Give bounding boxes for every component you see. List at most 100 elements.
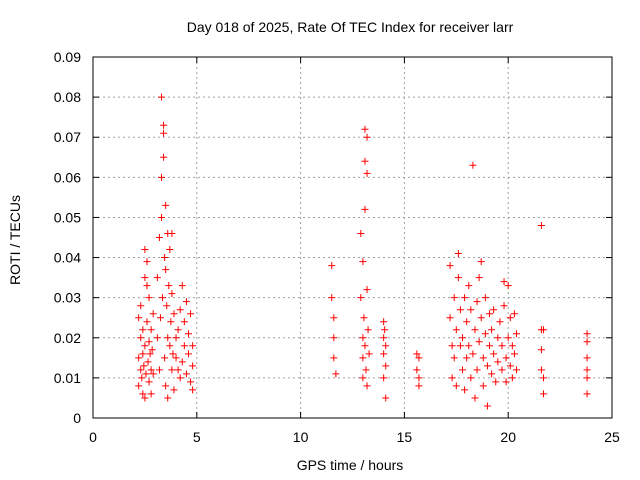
data-point-plus-marker [330,314,338,322]
data-point-plus-marker [170,386,178,394]
data-point-plus-marker [382,394,390,402]
data-point-plus-marker [178,358,186,366]
y-axis-label: ROTI / TECUs [7,195,23,285]
data-point-plus-marker [513,330,521,338]
data-point-plus-marker [139,350,147,358]
y-tick-label: 0.04 [54,250,81,266]
data-point-plus-marker [160,153,168,161]
y-tick-label: 0.05 [54,209,81,225]
data-point-plus-marker [163,302,171,310]
data-point-plus-marker [537,366,545,374]
data-point-plus-marker [142,370,150,378]
data-point-plus-marker [450,294,458,302]
data-point-plus-marker [583,374,591,382]
x-tick-label: 15 [397,429,413,445]
y-tick-label: 0.02 [54,330,81,346]
data-point-plus-marker [415,354,423,362]
data-point-plus-marker [166,246,174,254]
data-point-plus-marker [141,394,149,402]
data-point-plus-marker [465,282,473,290]
data-point-plus-marker [141,342,149,350]
data-point-plus-marker [508,342,516,350]
data-point-plus-marker [382,362,390,370]
x-tick-label: 20 [500,429,516,445]
data-point-plus-marker [500,302,508,310]
data-point-plus-marker [461,294,469,302]
data-point-plus-marker [141,274,149,282]
data-point-plus-marker [483,362,491,370]
data-point-plus-marker [502,354,510,362]
data-point-plus-marker [413,366,421,374]
data-point-plus-marker [454,250,462,258]
data-point-plus-marker [359,354,367,362]
data-point-plus-marker [506,362,514,370]
data-point-plus-marker [475,338,483,346]
data-point-plus-marker [361,125,369,133]
data-point-plus-marker [147,390,155,398]
data-point-plus-marker [139,326,147,334]
data-point-plus-marker [153,334,161,342]
data-point-plus-marker [141,246,149,254]
data-point-plus-marker [506,314,514,322]
data-point-plus-marker [475,274,483,282]
data-point-plus-marker [168,366,176,374]
data-point-plus-marker [467,374,475,382]
data-point-plus-marker [461,386,469,394]
data-point-plus-marker [498,366,506,374]
grid-lines [93,57,612,418]
data-point-plus-marker [537,221,545,229]
data-point-plus-marker [510,350,518,358]
data-point-plus-marker [182,370,190,378]
data-point-plus-marker [149,310,157,318]
data-point-plus-marker [479,382,487,390]
y-tick-label: 0.09 [54,49,81,65]
data-point-plus-marker [467,306,475,314]
data-point-plus-marker [143,282,151,290]
data-point-plus-marker [380,374,388,382]
data-point-plus-marker [145,294,153,302]
data-point-plus-marker [473,366,481,374]
data-point-plus-marker [330,354,338,362]
data-point-plus-marker [176,306,184,314]
data-point-plus-marker [137,366,145,374]
data-point-plus-marker [189,362,197,370]
data-point-plus-marker [184,350,192,358]
data-point-plus-marker [158,173,166,181]
data-point-plus-marker [490,306,498,314]
data-point-plus-marker [144,358,152,366]
data-point-plus-marker [492,378,500,386]
data-point-plus-marker [160,129,168,137]
data-point-plus-marker [494,334,502,342]
data-point-plus-marker [490,350,498,358]
data-point-plus-marker [513,366,521,374]
data-point-plus-marker [446,262,454,270]
data-point-plus-marker [363,169,371,177]
data-point-plus-marker [448,374,456,382]
data-point-plus-marker [452,326,460,334]
data-point-plus-marker [162,201,170,209]
data-point-plus-marker [359,334,367,342]
data-point-plus-marker [359,374,367,382]
data-point-plus-marker [469,161,477,169]
data-point-plus-marker [155,234,163,241]
chart-title: Day 018 of 2025, Rate Of TEC Index for r… [187,19,514,35]
data-point-plus-marker [481,330,489,338]
data-point-plus-marker [364,326,372,334]
data-point-plus-marker [363,133,371,141]
data-point-plus-marker [143,318,151,326]
data-point-plus-marker [486,310,494,318]
data-point-plus-marker [156,314,164,322]
data-point-plus-marker [415,374,423,382]
data-point-plus-marker [502,378,510,386]
data-point-plus-marker [135,382,143,390]
data-point-plus-marker [187,378,195,386]
data-point-plus-marker [161,254,169,262]
plot-frame [92,56,613,419]
data-point-plus-marker [172,334,180,342]
data-point-plus-marker [479,354,487,362]
data-point-plus-marker [168,290,176,298]
data-point-plus-marker [135,354,143,362]
data-point-plus-marker [360,314,368,322]
data-point-plus-marker [164,334,172,342]
